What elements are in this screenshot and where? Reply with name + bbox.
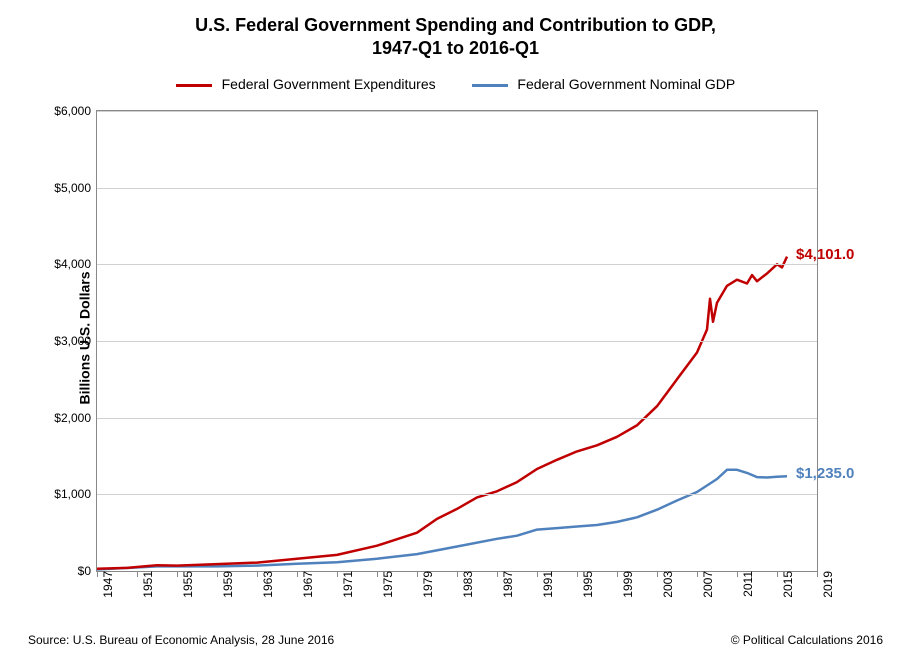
x-tick-label: 1963 (253, 571, 275, 598)
gridline (97, 188, 817, 189)
legend-label-expenditures: Federal Government Expenditures (222, 76, 436, 92)
y-tick-label: $5,000 (54, 181, 97, 195)
x-tick-label: 1951 (133, 571, 155, 598)
legend-item-expenditures: Federal Government Expenditures (176, 76, 436, 92)
y-tick-label: $2,000 (54, 411, 97, 425)
copyright-text: © Political Calculations 2016 (731, 633, 883, 647)
legend-label-nominal-gdp: Federal Government Nominal GDP (517, 76, 735, 92)
x-tick-label: 1955 (173, 571, 195, 598)
chart-container: U.S. Federal Government Spending and Con… (0, 0, 911, 661)
x-tick-label: 2007 (693, 571, 715, 598)
y-tick-label: $1,000 (54, 487, 97, 501)
x-tick-label: 1979 (413, 571, 435, 598)
legend-swatch-expenditures (176, 84, 212, 87)
y-axis-title: Billions U.S. Dollars (77, 271, 93, 404)
nominal-gdp-line (97, 470, 787, 570)
x-tick-label: 2011 (733, 571, 755, 597)
expenditures-line (97, 257, 787, 569)
gridline (97, 494, 817, 495)
legend-item-nominal-gdp: Federal Government Nominal GDP (472, 76, 736, 92)
x-tick-label: 2015 (773, 571, 795, 598)
x-tick-label: 1971 (333, 571, 355, 598)
x-tick-label: 1983 (453, 571, 475, 598)
gridline (97, 341, 817, 342)
title-line-2: 1947-Q1 to 2016-Q1 (372, 38, 539, 58)
x-tick-label: 1987 (493, 571, 515, 598)
x-tick-label: 2019 (813, 571, 835, 598)
gridline (97, 264, 817, 265)
chart-title: U.S. Federal Government Spending and Con… (0, 14, 911, 59)
source-text: Source: U.S. Bureau of Economic Analysis… (28, 633, 334, 647)
plot-area: $0$1,000$2,000$3,000$4,000$5,000$6,00019… (96, 110, 818, 572)
legend-swatch-nominal-gdp (472, 84, 508, 87)
y-tick-label: $6,000 (54, 104, 97, 118)
footer: Source: U.S. Bureau of Economic Analysis… (28, 633, 883, 647)
end-label-expenditures: $4,101.0 (796, 246, 854, 263)
x-tick-label: 1995 (573, 571, 595, 598)
legend: Federal Government Expenditures Federal … (0, 76, 911, 92)
x-tick-label: 1967 (293, 571, 315, 598)
x-tick-label: 1999 (613, 571, 635, 598)
x-tick-label: 1975 (373, 571, 395, 598)
title-line-1: U.S. Federal Government Spending and Con… (195, 15, 716, 35)
x-tick-label: 1947 (93, 571, 115, 598)
y-tick-label: $4,000 (54, 257, 97, 271)
gridline (97, 418, 817, 419)
x-tick-label: 2003 (653, 571, 675, 598)
end-label-nominal-gdp: $1,235.0 (796, 465, 854, 482)
gridline (97, 111, 817, 112)
x-tick-label: 1959 (213, 571, 235, 598)
x-tick-label: 1991 (533, 571, 555, 598)
